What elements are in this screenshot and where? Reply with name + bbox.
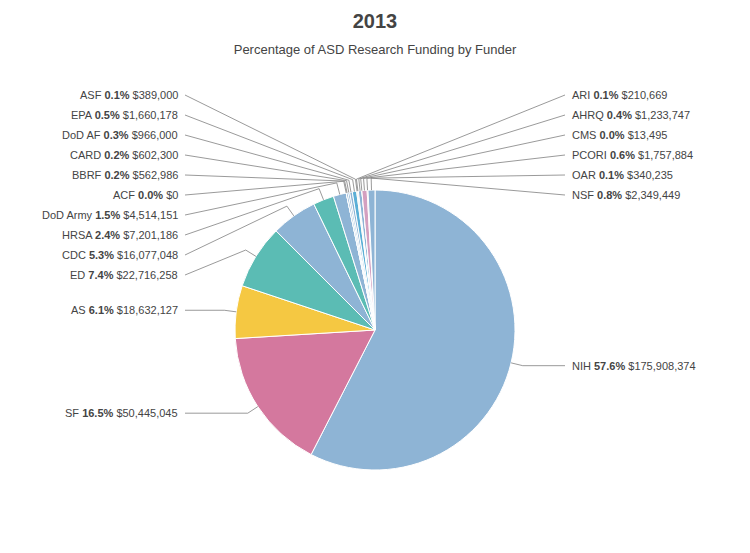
svg-text:AS 6.1% $18,632,127: AS 6.1% $18,632,127 — [71, 304, 178, 316]
svg-text:ED 7.4% $22,716,258: ED 7.4% $22,716,258 — [70, 269, 178, 281]
svg-text:CMS 0.0% $13,495: CMS 0.0% $13,495 — [572, 129, 667, 141]
svg-text:NIH 57.6% $175,908,374: NIH 57.6% $175,908,374 — [572, 360, 696, 372]
svg-text:2013Percentage of ASD Research: 2013Percentage of ASD Research Funding b… — [234, 10, 517, 57]
svg-text:HRSA 2.4% $7,201,186: HRSA 2.4% $7,201,186 — [62, 229, 178, 241]
svg-text:AHRQ 0.4% $1,233,747: AHRQ 0.4% $1,233,747 — [572, 109, 690, 121]
svg-text:BBRF 0.2% $562,986: BBRF 0.2% $562,986 — [72, 169, 178, 181]
svg-text:CDC 5.3% $16,077,048: CDC 5.3% $16,077,048 — [62, 249, 178, 261]
svg-text:DoD Army 1.5% $4,514,151: DoD Army 1.5% $4,514,151 — [42, 209, 178, 221]
svg-text:ASF 0.1% $389,000: ASF 0.1% $389,000 — [80, 89, 178, 101]
svg-text:DoD AF 0.3% $966,000: DoD AF 0.3% $966,000 — [62, 129, 178, 141]
svg-text:EPA 0.5% $1,660,178: EPA 0.5% $1,660,178 — [71, 109, 178, 121]
svg-text:PCORI 0.6% $1,757,884: PCORI 0.6% $1,757,884 — [572, 149, 693, 161]
svg-text:CARD 0.2% $602,300: CARD 0.2% $602,300 — [70, 149, 178, 161]
svg-text:NSF 0.8% $2,349,449: NSF 0.8% $2,349,449 — [572, 189, 680, 201]
svg-text:SF 16.5% $50,445,045: SF 16.5% $50,445,045 — [65, 407, 178, 419]
svg-text:ACF 0.0% $0: ACF 0.0% $0 — [113, 189, 178, 201]
svg-text:OAR 0.1% $340,235: OAR 0.1% $340,235 — [572, 169, 673, 181]
svg-text:ARI 0.1% $210,669: ARI 0.1% $210,669 — [572, 89, 667, 101]
